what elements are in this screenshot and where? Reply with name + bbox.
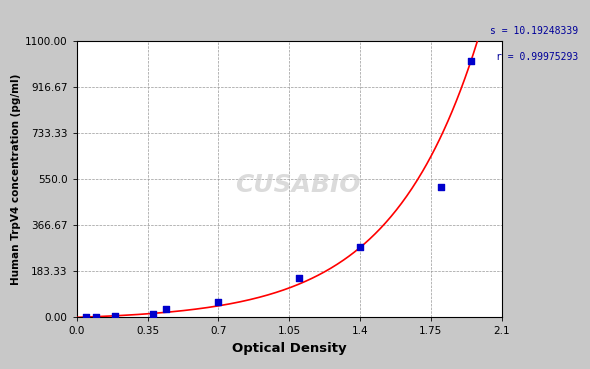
Point xyxy=(294,275,304,281)
Point xyxy=(467,58,476,64)
Point xyxy=(436,184,445,190)
Point xyxy=(355,244,365,249)
Point xyxy=(91,314,100,320)
Point xyxy=(110,313,119,319)
X-axis label: Optical Density: Optical Density xyxy=(232,342,346,355)
Text: s = 10.19248339: s = 10.19248339 xyxy=(490,26,578,36)
Point xyxy=(91,314,100,320)
Point xyxy=(214,299,223,304)
Text: CUSABIO: CUSABIO xyxy=(235,172,360,197)
Text: r = 0.99975293: r = 0.99975293 xyxy=(496,52,578,62)
Point xyxy=(467,58,476,64)
Point xyxy=(355,244,365,249)
Point xyxy=(294,275,304,281)
Y-axis label: Human TrpV4 concentration (pg/ml): Human TrpV4 concentration (pg/ml) xyxy=(11,73,21,284)
Point xyxy=(161,307,171,313)
Point xyxy=(81,314,91,320)
Point xyxy=(214,299,223,304)
Point xyxy=(110,313,119,319)
Point xyxy=(81,314,91,320)
Point xyxy=(161,307,171,313)
Point xyxy=(148,311,158,317)
Point xyxy=(148,311,158,317)
Point xyxy=(436,184,445,190)
